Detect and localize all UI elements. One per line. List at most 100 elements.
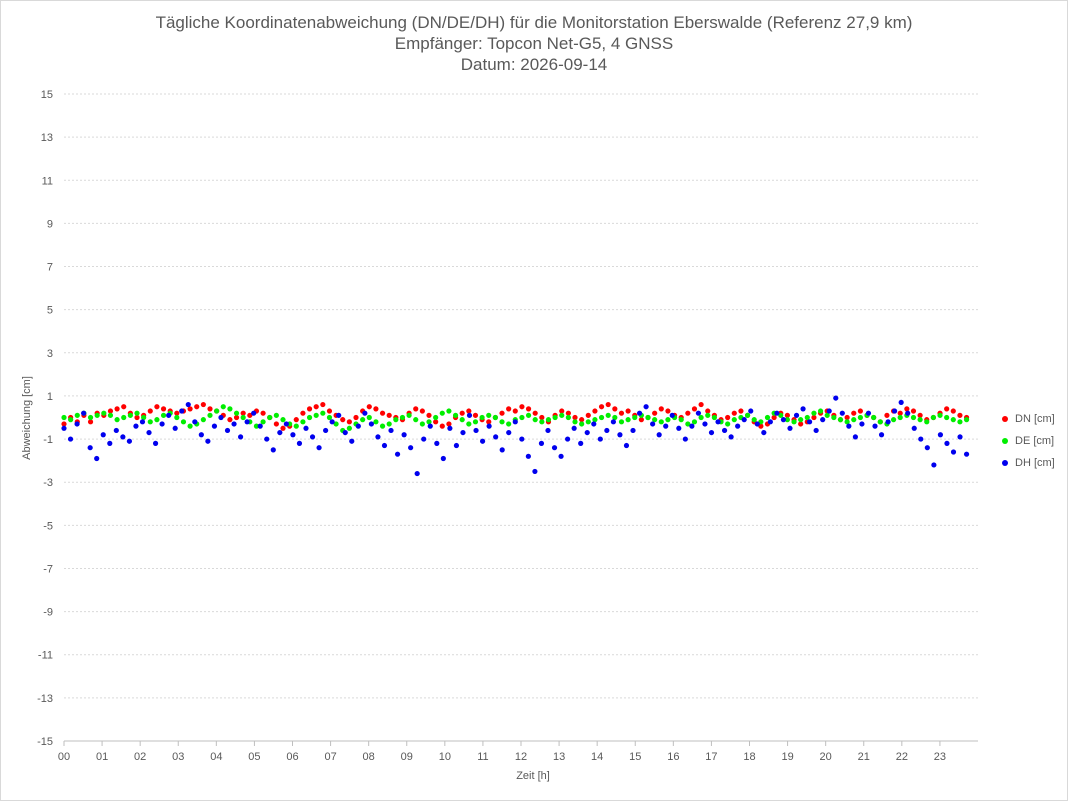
data-point-dn [638,417,644,423]
data-point-dh [479,438,486,444]
data-point-dn [61,421,67,427]
x-tick-label: 21 [858,751,870,763]
data-point-dh [303,425,309,431]
y-tick-label: 9 [47,218,53,230]
x-tick-label: 22 [896,751,908,763]
data-point-dh [663,423,669,429]
data-point-dn [373,406,379,412]
data-point-de [107,412,114,418]
data-point-dn [798,421,804,427]
data-point-de [419,421,425,427]
data-point-dh [728,434,734,440]
data-point-dh [394,451,401,457]
data-point-de [731,417,737,423]
data-point-de [479,414,485,421]
data-point-de [393,417,399,423]
data-point-de [439,410,445,416]
data-point-de [174,414,180,421]
data-point-de [293,423,299,429]
data-point-dn [705,408,711,414]
data-point-de [598,414,605,421]
data-point-dh [67,436,74,442]
data-point-dh [499,447,505,453]
data-point-dn [366,404,372,410]
data-point-de [897,414,903,421]
y-axis-title: Abweichung [cm] [21,376,33,460]
data-point-dh [473,427,479,434]
data-point-dh [865,410,872,416]
data-point-de [944,414,950,421]
x-tick-label: 11 [477,751,488,763]
data-point-dh [381,442,388,449]
data-point-dh [525,453,531,459]
data-point-dh [512,419,518,425]
data-point-dh [918,436,924,442]
data-point-dh [237,434,244,440]
data-point-de [744,412,751,418]
x-tick-label: 08 [363,751,375,763]
x-tick-label: 15 [629,751,641,763]
data-point-de [950,417,956,423]
data-point-dn [725,414,731,421]
x-tick-label: 17 [705,751,717,763]
data-point-dn [685,410,691,416]
x-tick-label: 03 [172,751,184,763]
data-point-de [373,419,379,425]
chart-titles: Tägliche Koordinatenabweichung (DN/DE/DH… [0,12,1068,75]
x-tick-label: 07 [324,751,336,763]
data-point-dh [591,421,597,427]
data-point-dh [421,436,427,442]
data-point-dn [857,408,863,414]
data-point-de [837,417,844,423]
data-point-de [539,419,545,425]
data-point-de [233,410,240,416]
data-point-dh [218,414,224,421]
data-point-dh [316,445,322,451]
data-point-dn [811,414,817,421]
data-point-dh [329,419,335,425]
data-point-dn [486,419,492,425]
data-point-dh [166,412,172,418]
data-point-dn [844,414,850,421]
x-axis-title: Zeit [h] [516,770,550,782]
data-point-dn [625,408,631,414]
data-point-dh [414,470,420,477]
y-tick-label: 7 [47,262,53,274]
legend-item-de: DE [cm] [1002,430,1055,452]
y-tick-label: 15 [41,89,53,101]
data-point-dh [905,410,911,416]
data-point-dh [270,447,276,453]
y-tick-label: -15 [37,736,53,748]
data-point-de [154,417,160,423]
data-point-dh [375,434,381,440]
data-point-dn [592,408,598,414]
data-point-dn [87,419,94,425]
data-point-de [824,412,830,418]
data-point-dh [636,410,643,416]
data-point-dn [306,406,313,412]
data-point-dn [200,401,206,408]
data-point-dh [427,423,433,429]
data-point-dn [512,408,518,414]
data-point-dh [453,442,460,449]
data-point-dn [160,406,167,412]
data-point-de [267,414,273,421]
data-point-dh [617,432,623,438]
data-point-dh [702,421,708,427]
data-point-dn [652,410,658,416]
data-point-de [910,414,917,421]
data-point-de [764,414,771,421]
data-point-dh [290,432,296,438]
data-point-de [924,419,930,425]
y-tick-label: -9 [43,607,53,619]
data-point-dh [807,419,813,425]
data-point-dn [280,425,286,431]
data-point-dh [113,427,119,434]
data-point-de [857,414,863,421]
data-point-dn [446,421,452,427]
data-point-dh [251,410,257,416]
data-point-de [930,414,936,421]
data-point-dh [486,423,492,429]
data-point-de [691,419,698,425]
data-point-dh [139,419,146,425]
